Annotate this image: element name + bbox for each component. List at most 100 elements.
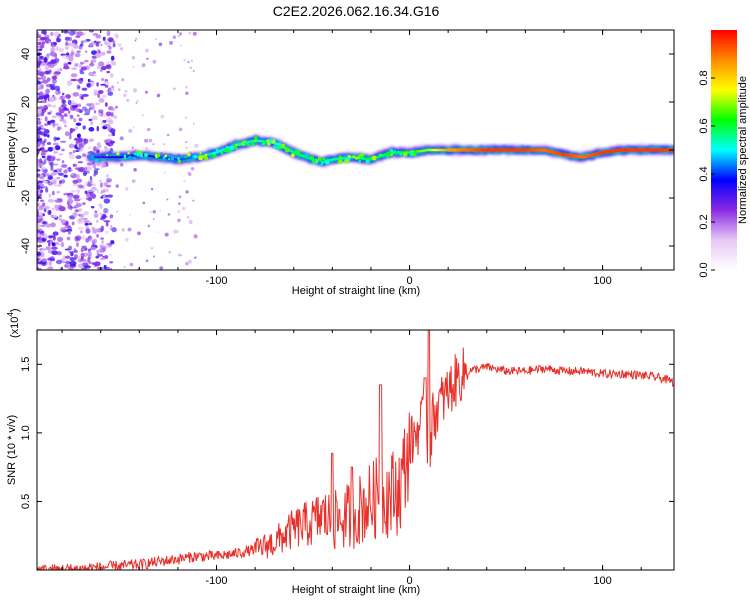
noise-speckle <box>40 146 45 150</box>
signal-peak-dot <box>250 142 255 147</box>
noise-speckle <box>177 210 180 213</box>
x-tick-label: 0 <box>406 275 412 287</box>
noise-speckle <box>75 174 80 179</box>
colorbar-gradient <box>711 30 737 270</box>
noise-speckle <box>82 93 89 97</box>
signal-peak-dot <box>123 154 127 158</box>
noise-speckle <box>52 215 58 218</box>
noise-speckle <box>96 82 99 87</box>
noise-speckle <box>103 81 110 84</box>
noise-speckle <box>47 134 50 138</box>
noise-speckle <box>64 192 68 196</box>
x-tick-label: 0 <box>406 575 412 587</box>
noise-speckle <box>141 114 144 117</box>
noise-speckle <box>163 143 166 146</box>
noise-speckle <box>47 120 51 125</box>
noise-speckle <box>65 260 70 266</box>
noise-speckle <box>37 169 41 172</box>
noise-speckle <box>37 257 40 262</box>
noise-speckle <box>104 79 109 82</box>
noise-speckle <box>37 237 40 240</box>
signal-peak-dot <box>243 141 247 145</box>
noise-speckle <box>98 98 105 103</box>
signal-peak-dot <box>397 150 400 154</box>
noise-speckle <box>87 251 92 257</box>
signal-peak-dot <box>170 157 174 161</box>
noise-speckle <box>61 92 65 96</box>
noise-speckle <box>58 206 66 212</box>
noise-speckle <box>56 126 61 131</box>
noise-speckle <box>37 223 40 229</box>
noise-speckle <box>50 156 56 161</box>
spectrogram-y-ticks: -40 -20 0 20 40 <box>20 48 674 254</box>
noise-speckle <box>112 43 116 48</box>
noise-speckle <box>102 218 105 222</box>
noise-speckle <box>87 146 92 149</box>
signal-peak-dot <box>267 142 271 146</box>
noise-speckle <box>59 106 64 110</box>
noise-speckle <box>60 164 68 168</box>
noise-speckle <box>146 127 151 132</box>
noise-speckle <box>163 171 166 174</box>
noise-speckle <box>61 148 65 152</box>
noise-speckle <box>82 39 88 43</box>
noise-speckle <box>137 231 141 236</box>
noise-speckle <box>185 146 188 149</box>
noise-speckle <box>65 41 68 46</box>
noise-speckle <box>68 154 76 160</box>
noise-speckle <box>76 84 81 90</box>
signal-peak-dot <box>246 143 250 147</box>
noise-speckle <box>123 93 127 98</box>
noise-speckle <box>89 43 93 47</box>
noise-speckle <box>190 59 193 62</box>
noise-speckle <box>71 67 78 70</box>
noise-speckle <box>77 103 82 108</box>
colorbar-tick-label: 0.8 <box>698 70 710 85</box>
noise-speckle <box>44 67 50 71</box>
noise-speckle <box>84 166 88 172</box>
noise-speckle <box>37 233 41 238</box>
noise-speckle <box>70 73 78 78</box>
noise-speckle <box>78 117 83 122</box>
noise-speckle <box>37 49 41 52</box>
signal-peak-dot <box>204 156 209 161</box>
signal-peak-dot <box>229 145 235 151</box>
noise-speckle <box>93 213 99 219</box>
noise-speckle <box>141 63 146 68</box>
signal-peak-dot <box>360 153 364 157</box>
noise-speckle <box>158 42 163 47</box>
snr-y-ticks: 0.5 1.0 1.5 <box>20 357 674 509</box>
signal-peak-dot <box>106 154 108 157</box>
noise-speckle <box>101 162 105 165</box>
signal-peak-dot <box>344 153 349 158</box>
noise-speckle <box>47 111 52 115</box>
noise-speckle <box>54 204 59 209</box>
noise-speckle <box>97 90 104 94</box>
noise-speckle <box>192 199 195 202</box>
noise-speckle <box>45 70 51 73</box>
noise-speckle <box>50 172 57 176</box>
signal-peak-dot <box>304 153 310 158</box>
y-tick-label: 1.5 <box>20 357 32 372</box>
noise-speckle <box>40 62 47 67</box>
noise-speckle <box>80 95 84 100</box>
noise-speckle <box>110 107 116 112</box>
noise-speckle <box>100 166 103 169</box>
noise-speckle <box>40 218 44 222</box>
noise-speckle <box>51 78 57 84</box>
noise-speckle <box>105 266 110 270</box>
noise-speckle <box>84 190 88 195</box>
noise-speckle <box>117 88 121 92</box>
noise-speckle <box>103 198 111 204</box>
spectrogram-y-label: Frequency (Hz) <box>6 112 18 188</box>
signal-peak-dot <box>291 151 294 154</box>
noise-speckle <box>72 163 78 168</box>
noise-speckle <box>47 198 55 203</box>
noise-speckle <box>188 220 193 224</box>
noise-speckle <box>49 162 54 168</box>
noise-speckle <box>101 51 106 56</box>
noise-speckle <box>56 190 60 194</box>
noise-speckle <box>100 191 103 194</box>
noise-speckle <box>177 34 181 38</box>
noise-speckle <box>37 137 40 143</box>
